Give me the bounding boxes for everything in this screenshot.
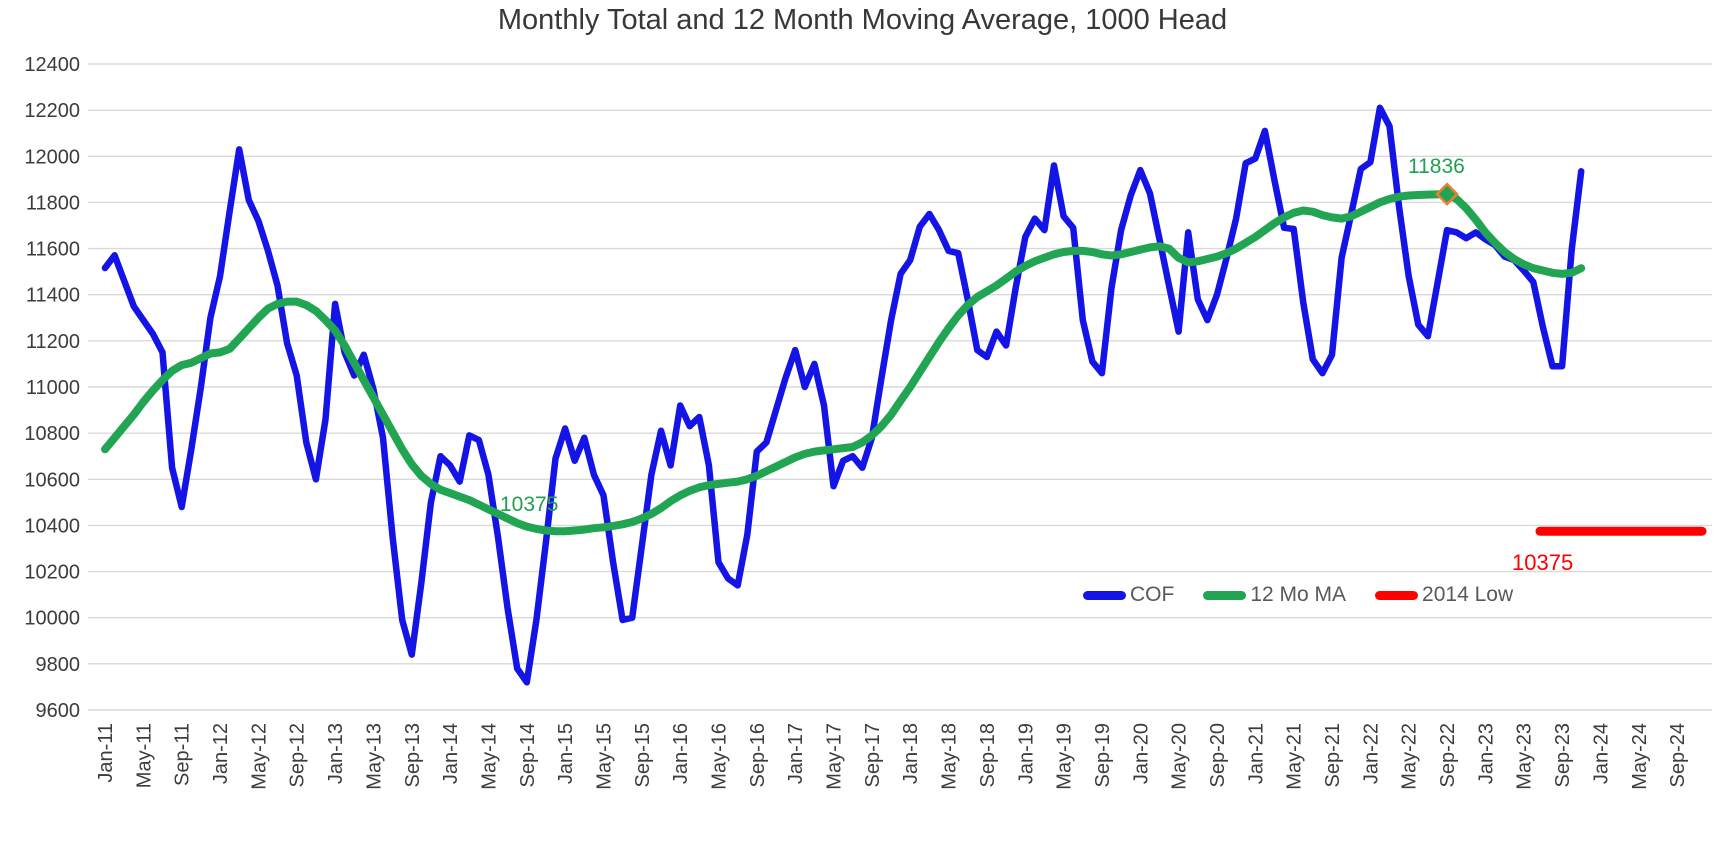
legend-item-12moma: 12 Mo MA [1203, 583, 1346, 607]
x-axis-tick-label: May-19 [1054, 723, 1076, 790]
y-axis-tick-label: 10200 [24, 562, 80, 584]
x-axis-tick-label: May-21 [1284, 723, 1306, 790]
x-axis-tick-label: May-16 [709, 723, 731, 790]
y-axis-tick-label: 9800 [36, 654, 81, 676]
x-axis-tick-label: Jan-22 [1360, 723, 1382, 784]
x-axis-tick-label: Sep-24 [1667, 723, 1689, 788]
cof-line-swatch-icon [1083, 590, 1126, 600]
x-axis-tick-label: May-15 [593, 723, 615, 790]
legend: COF 12 Mo MA 2014 Low [1083, 583, 1513, 607]
x-axis-tick-label: Jan-23 [1475, 723, 1497, 784]
series-line-12-mo-ma [101, 190, 1586, 536]
x-axis-tick-label: Jan-12 [210, 723, 232, 784]
legend-label-cof: COF [1130, 583, 1175, 606]
x-axis-tick-label: Jan-14 [440, 723, 462, 784]
y-axis-tick-label: 12200 [24, 100, 80, 122]
x-axis-tick-label: Sep-11 [172, 723, 194, 786]
low-line-swatch-icon [1375, 590, 1419, 600]
legend-label-2014-low: 2014 Low [1422, 583, 1514, 606]
x-axis-tick-label: May-22 [1399, 723, 1421, 790]
x-axis-tick-label: May-12 [248, 723, 270, 790]
y-axis-tick-label: 11200 [26, 331, 80, 353]
x-axis-tick-label: Jan-15 [555, 723, 577, 784]
legend-label-12moma: 12 Mo MA [1250, 583, 1347, 606]
x-axis-tick-label: Sep-23 [1552, 723, 1574, 788]
x-axis-tick-label: Sep-12 [287, 723, 309, 788]
x-axis-tick-label: May-18 [939, 723, 961, 790]
x-axis-tick-label: Sep-20 [1207, 723, 1229, 788]
ma-max-marker-icon [1435, 182, 1459, 206]
chart-title: Monthly Total and 12 Month Moving Averag… [497, 4, 1228, 36]
x-axis-tick-label: Sep-17 [862, 723, 884, 788]
annotation-ma-max: 11836 [1408, 155, 1465, 178]
x-axis-tick-label: Sep-18 [977, 723, 999, 788]
x-axis-tick-label: May-11 [133, 723, 155, 788]
x-axis-tick-label: Jan-16 [670, 723, 692, 784]
x-axis-tick-label: Jan-17 [785, 723, 807, 784]
x-axis-tick-label: May-13 [363, 723, 385, 790]
annotation-2014-low-value: 10375 [1512, 550, 1574, 575]
y-axis-tick-label: 11600 [26, 239, 80, 261]
x-axis-tick-label: Sep-21 [1322, 723, 1344, 788]
x-axis-tick-label: Jan-21 [1245, 723, 1267, 784]
x-axis-tick-label: Sep-22 [1437, 723, 1459, 788]
x-axis-tick-label: May-20 [1169, 723, 1191, 790]
x-axis-tick-label: May-23 [1514, 723, 1536, 790]
x-axis-tick-label: Jan-24 [1590, 723, 1612, 784]
y-axis-tick-label: 9600 [36, 700, 81, 722]
y-axis-tick-label: 12000 [24, 146, 80, 168]
x-axis-tick-label: Jan-20 [1130, 723, 1152, 784]
y-axis-tick-label: 11800 [26, 192, 80, 214]
x-axis-tick-label: Jan-13 [325, 723, 347, 784]
annotation-ma-min: 10375 [500, 493, 559, 516]
x-axis-tick-label: Sep-14 [517, 723, 539, 788]
y-axis-tick-label: 10000 [24, 608, 80, 630]
x-axis-tick-label: Sep-19 [1092, 723, 1114, 788]
y-axis-tick-label: 11400 [26, 285, 80, 307]
y-axis-tick-label: 12400 [24, 54, 80, 76]
x-axis-tick-label: Jan-11 [95, 723, 117, 783]
x-axis-tick-label: Sep-13 [402, 723, 424, 788]
x-axis-tick-label: May-14 [478, 723, 500, 790]
ma-line-swatch-icon [1203, 590, 1247, 600]
y-axis-tick-label: 10800 [24, 423, 80, 445]
x-axis-tick-label: Jan-18 [900, 723, 922, 784]
legend-item-cof: COF [1083, 583, 1174, 607]
y-axis-tick-label: 10600 [24, 469, 80, 491]
y-axis-tick-label: 10400 [24, 515, 80, 537]
x-axis-tick-label: Jan-19 [1015, 723, 1037, 784]
legend-item-2014-low: 2014 Low [1375, 583, 1513, 607]
x-axis-tick-label: May-17 [824, 723, 846, 790]
series-line-cof [101, 104, 1585, 686]
x-axis-tick-label: Sep-15 [632, 723, 654, 788]
x-axis-tick-label: May-24 [1629, 723, 1651, 790]
y-axis-tick-label: 11000 [26, 377, 80, 399]
x-axis-tick-label: Sep-16 [747, 723, 769, 788]
